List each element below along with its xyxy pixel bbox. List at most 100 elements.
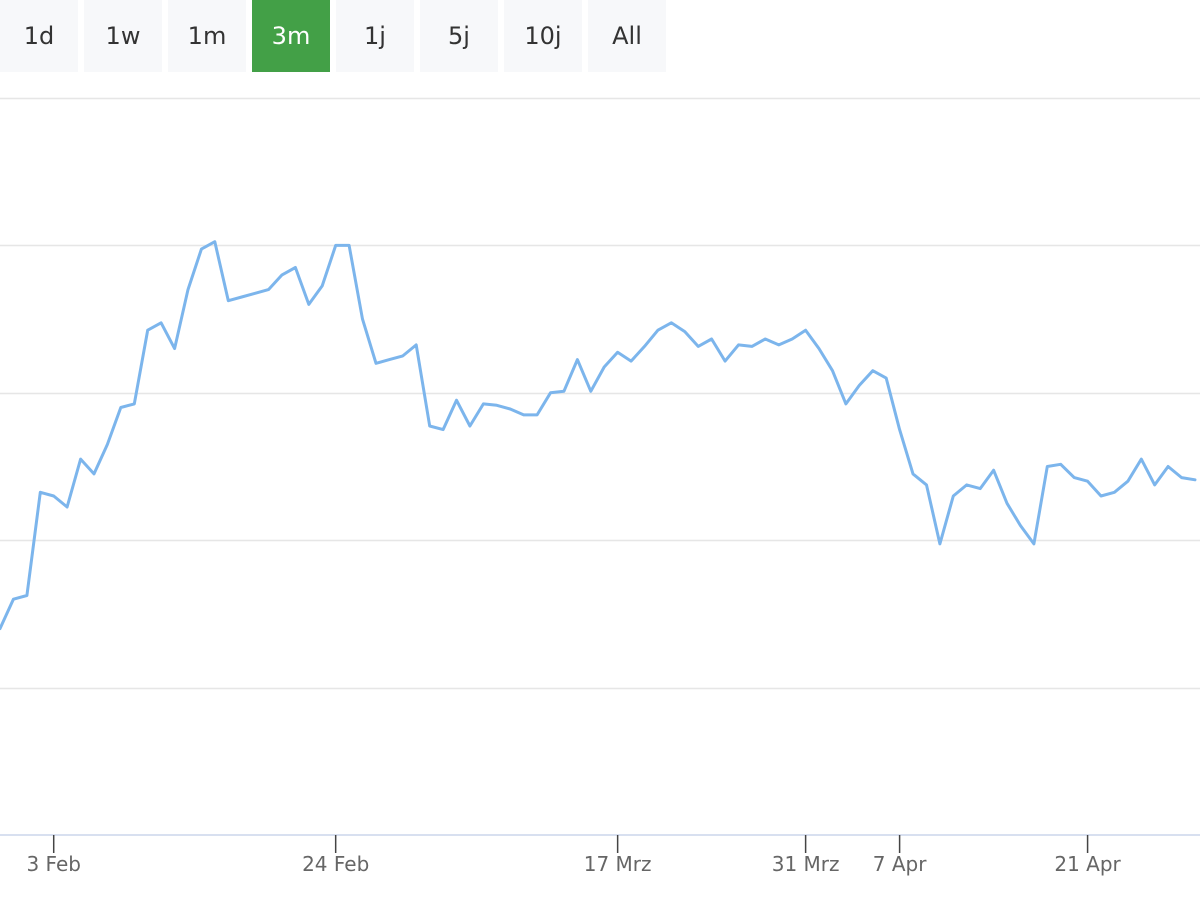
data-point-44[interactable] xyxy=(588,388,594,394)
data-point-30[interactable] xyxy=(400,353,406,359)
data-point-24[interactable] xyxy=(319,283,325,289)
data-point-79[interactable] xyxy=(1058,461,1064,467)
data-point-9[interactable] xyxy=(118,405,124,411)
data-point-48[interactable] xyxy=(642,343,648,349)
data-point-28[interactable] xyxy=(373,360,379,366)
data-point-69[interactable] xyxy=(924,482,930,488)
data-point-77[interactable] xyxy=(1031,541,1037,547)
data-point-19[interactable] xyxy=(252,290,258,296)
data-point-56[interactable] xyxy=(749,343,755,349)
data-point-11[interactable] xyxy=(145,327,151,333)
data-point-60[interactable] xyxy=(803,327,809,333)
data-point-65[interactable] xyxy=(870,368,876,374)
data-point-27[interactable] xyxy=(360,316,366,322)
range-button-1w[interactable]: 1w xyxy=(84,0,162,72)
data-point-89[interactable] xyxy=(1192,477,1198,483)
data-point-46[interactable] xyxy=(615,349,621,355)
data-point-22[interactable] xyxy=(292,265,298,271)
data-point-74[interactable] xyxy=(991,467,997,473)
data-point-18[interactable] xyxy=(239,294,245,300)
data-point-34[interactable] xyxy=(454,397,460,403)
data-point-14[interactable] xyxy=(185,287,191,293)
data-point-68[interactable] xyxy=(910,471,916,477)
data-point-66[interactable] xyxy=(883,375,889,381)
data-point-53[interactable] xyxy=(709,336,715,342)
data-point-26[interactable] xyxy=(346,242,352,248)
data-point-40[interactable] xyxy=(534,412,540,418)
data-point-33[interactable] xyxy=(440,427,446,433)
data-point-51[interactable] xyxy=(682,329,688,335)
data-point-47[interactable] xyxy=(628,358,634,364)
data-point-67[interactable] xyxy=(897,427,903,433)
data-point-87[interactable] xyxy=(1165,464,1171,470)
data-point-64[interactable] xyxy=(856,382,862,388)
range-button-3m[interactable]: 3m xyxy=(252,0,330,72)
range-button-1j[interactable]: 1j xyxy=(336,0,414,72)
data-point-5[interactable] xyxy=(64,504,70,510)
data-point-73[interactable] xyxy=(977,486,983,492)
data-point-41[interactable] xyxy=(548,390,554,396)
data-point-50[interactable] xyxy=(668,320,674,326)
data-point-61[interactable] xyxy=(816,346,822,352)
data-point-32[interactable] xyxy=(427,423,433,429)
data-point-15[interactable] xyxy=(198,246,204,252)
data-point-88[interactable] xyxy=(1179,475,1185,481)
data-point-78[interactable] xyxy=(1044,464,1050,470)
data-point-35[interactable] xyxy=(467,423,473,429)
data-point-2[interactable] xyxy=(24,593,30,599)
data-point-86[interactable] xyxy=(1152,482,1158,488)
data-point-70[interactable] xyxy=(937,541,943,547)
data-point-62[interactable] xyxy=(830,368,836,374)
data-point-82[interactable] xyxy=(1098,493,1104,499)
data-point-39[interactable] xyxy=(521,412,527,418)
x-tick-label-5: 21 Apr xyxy=(1054,852,1121,876)
data-point-6[interactable] xyxy=(78,456,84,462)
data-point-36[interactable] xyxy=(480,401,486,407)
data-point-16[interactable] xyxy=(212,239,218,245)
data-point-55[interactable] xyxy=(736,342,742,348)
data-point-54[interactable] xyxy=(722,358,728,364)
data-point-84[interactable] xyxy=(1125,478,1131,484)
data-point-59[interactable] xyxy=(789,336,795,342)
data-point-3[interactable] xyxy=(37,489,43,495)
range-button-all[interactable]: All xyxy=(588,0,666,72)
data-point-83[interactable] xyxy=(1111,489,1117,495)
range-button-5j[interactable]: 5j xyxy=(420,0,498,72)
price-chart[interactable]: 3 Feb 24 Feb 17 Mrz 31 Mrz 7 Apr 21 Apr xyxy=(0,72,1200,900)
data-point-72[interactable] xyxy=(964,482,970,488)
data-point-75[interactable] xyxy=(1004,500,1010,506)
data-point-12[interactable] xyxy=(158,320,164,326)
data-point-42[interactable] xyxy=(561,388,567,394)
data-point-17[interactable] xyxy=(225,298,231,304)
data-point-85[interactable] xyxy=(1138,456,1144,462)
data-point-71[interactable] xyxy=(950,493,956,499)
data-point-7[interactable] xyxy=(91,471,97,477)
series-line-0 xyxy=(0,240,1197,631)
data-point-29[interactable] xyxy=(386,357,392,363)
data-point-1[interactable] xyxy=(10,596,16,602)
data-point-23[interactable] xyxy=(306,301,312,307)
data-point-49[interactable] xyxy=(655,327,661,333)
data-point-81[interactable] xyxy=(1085,478,1091,484)
range-button-10j[interactable]: 10j xyxy=(504,0,582,72)
data-point-43[interactable] xyxy=(574,357,580,363)
data-point-20[interactable] xyxy=(266,287,272,293)
data-point-63[interactable] xyxy=(843,401,849,407)
range-button-1d[interactable]: 1d xyxy=(0,0,78,72)
data-point-21[interactable] xyxy=(279,272,285,278)
data-point-13[interactable] xyxy=(172,346,178,352)
data-point-4[interactable] xyxy=(51,493,57,499)
data-point-37[interactable] xyxy=(494,402,500,408)
range-button-1m[interactable]: 1m xyxy=(168,0,246,72)
data-point-25[interactable] xyxy=(333,242,339,248)
data-point-76[interactable] xyxy=(1017,523,1023,529)
data-point-45[interactable] xyxy=(601,364,607,370)
data-point-31[interactable] xyxy=(413,342,419,348)
data-point-10[interactable] xyxy=(131,401,137,407)
data-point-58[interactable] xyxy=(776,342,782,348)
data-point-57[interactable] xyxy=(762,336,768,342)
data-point-38[interactable] xyxy=(507,406,513,412)
data-point-8[interactable] xyxy=(104,441,110,447)
data-point-80[interactable] xyxy=(1071,475,1077,481)
data-point-52[interactable] xyxy=(695,343,701,349)
